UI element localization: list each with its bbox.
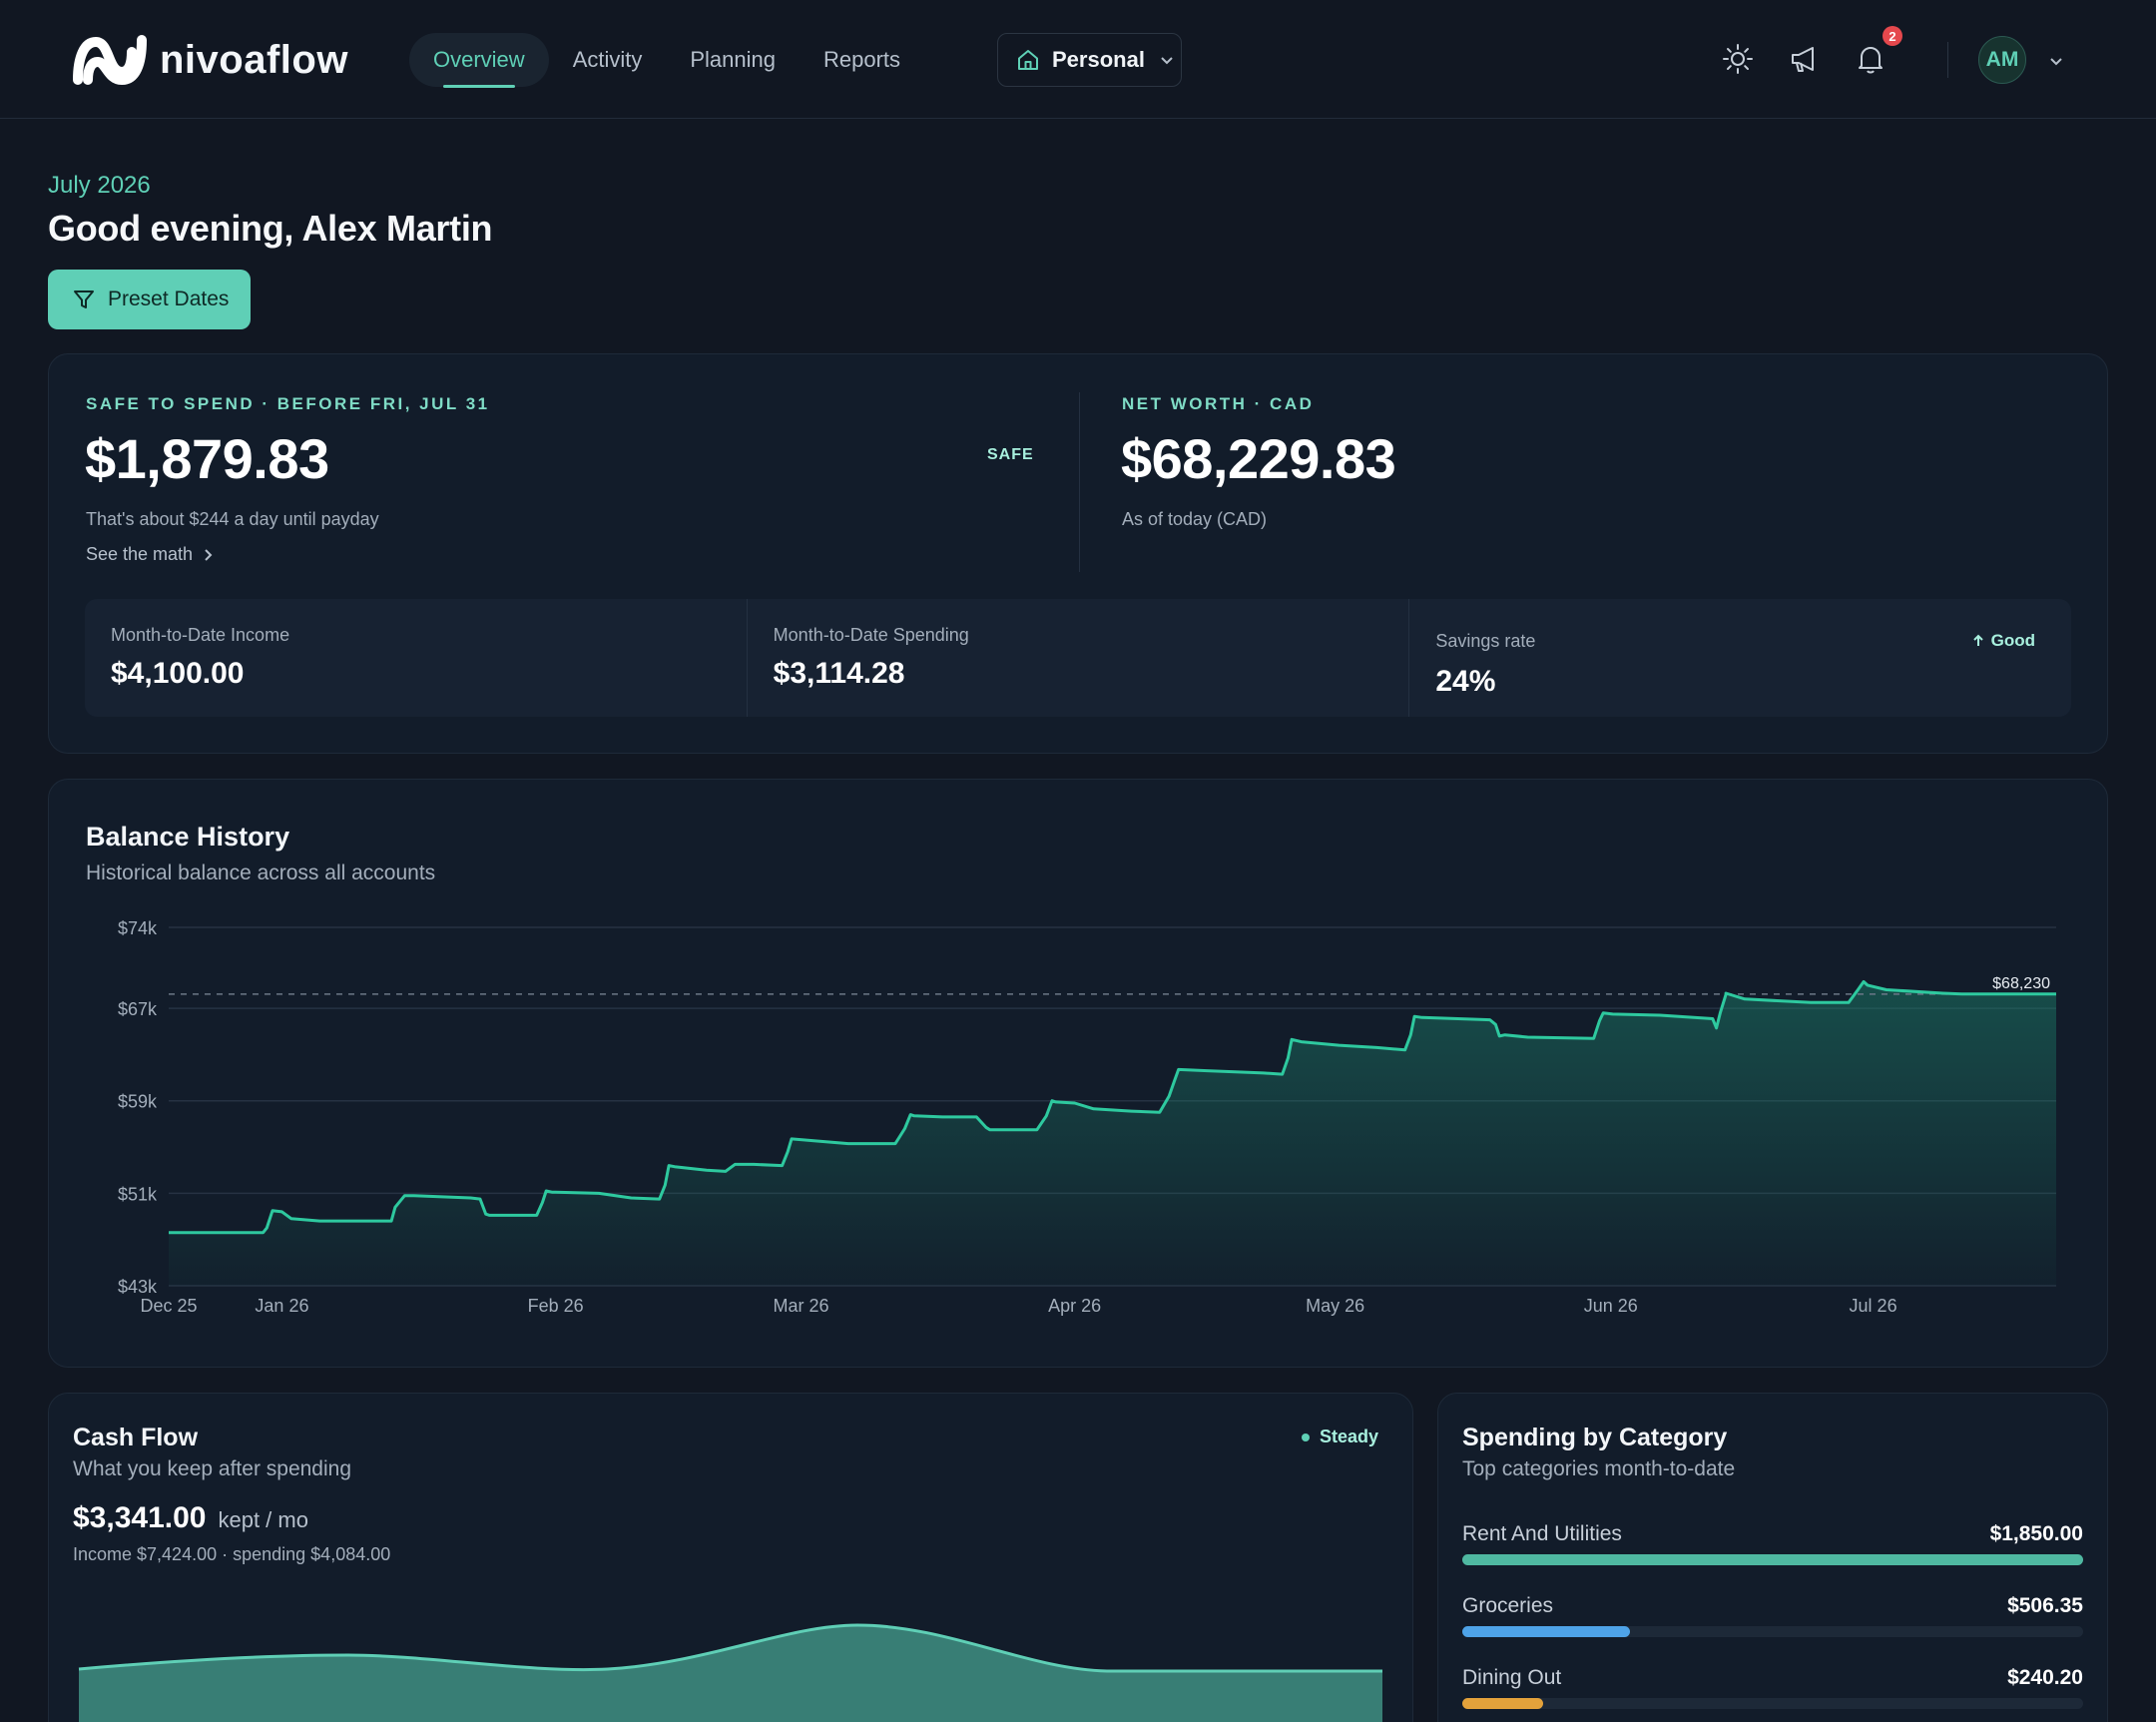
category-bar-track [1462,1554,2083,1565]
safe-to-spend-eyebrow: SAFE TO SPEND · BEFORE FRI, JUL 31 [86,394,490,413]
bell-icon[interactable] [1854,42,1887,76]
category-name: Dining Out [1462,1666,1562,1689]
category-amount: $240.20 [2007,1666,2083,1689]
x-tick-label: Mar 26 [773,1296,828,1316]
metric-income: Month-to-Date Income $4,100.00 [85,599,748,717]
x-tick-label: Jun 26 [1584,1296,1638,1316]
status-dot [1302,1433,1310,1441]
savings-good-badge: Good [1971,631,2035,651]
balance-history-title: Balance History [86,822,290,852]
chevron-down-icon [1161,57,1173,65]
app-logo[interactable]: nivoaflow [70,28,348,92]
metrics-strip: Month-to-Date Income $4,100.00 Month-to-… [85,599,2071,717]
preset-dates-label: Preset Dates [108,287,230,310]
balance-history-card: Balance History Historical balance acros… [48,779,2108,1368]
category-amount: $1,850.00 [1989,1522,2083,1545]
see-the-math-link[interactable]: See the math [86,544,215,565]
cash-flow-detail: Income $7,424.00 · spending $4,084.00 [73,1544,391,1564]
app-name: nivoaflow [160,37,348,82]
y-tick-label: $43k [118,1277,158,1297]
megaphone-icon[interactable] [1788,42,1822,76]
cash-flow-subtitle: What you keep after spending [73,1457,352,1480]
net-worth-amount: $68,229.83 [1121,427,1396,490]
workspace-label: Personal [1052,47,1145,72]
category-subtitle: Top categories month-to-date [1462,1457,1736,1480]
x-tick-label: May 26 [1306,1296,1364,1316]
kept-per-month: $3,341.00 kept / mo [73,1501,308,1535]
y-tick-label: $51k [118,1184,158,1204]
category-bar-track [1462,1698,2083,1709]
see-the-math-label: See the math [86,544,194,564]
y-tick-label: $67k [118,999,158,1019]
balance-line [169,979,2056,1235]
metric-value: $4,100.00 [111,657,245,690]
workspace-switcher[interactable]: Personal [997,33,1182,87]
category-bar-track [1462,1626,2083,1637]
metric-spending: Month-to-Date Spending $3,114.28 [748,599,1410,717]
cash-flow-title: Cash Flow [73,1424,199,1451]
metric-savings-rate: Savings rate 24% Good [1409,599,2071,717]
kept-amount: $3,341.00 [73,1501,207,1534]
kept-unit: kept / mo [218,1507,308,1532]
savings-good-label: Good [1990,631,2036,650]
safe-to-spend-amount: $1,879.83 [85,427,329,490]
x-tick-label: Jan 26 [255,1296,308,1316]
safe-to-spend-note: That's about $244 a day until payday [86,509,379,529]
home-icon [1018,50,1038,70]
category-amount: $506.35 [2007,1594,2083,1617]
nav-activity[interactable]: Activity [572,47,643,72]
category-name: Groceries [1462,1594,1554,1617]
main-nav: Overview Activity Planning Reports [409,33,924,88]
cash-flow-chart[interactable] [49,1394,1413,1722]
current-month: July 2026 [48,172,151,199]
y-tick-label: $74k [118,918,158,938]
y-tick-label: $59k [118,1092,158,1112]
arrow-up-icon [1972,634,1983,646]
nav-planning[interactable]: Planning [690,47,777,72]
category-name: Rent And Utilities [1462,1522,1622,1545]
summary-card: SAFE TO SPEND · BEFORE FRI, JUL 31 $1,87… [48,353,2108,754]
cash-flow-status-label: Steady [1320,1427,1379,1446]
net-worth-eyebrow: NET WORTH · CAD [1122,394,1315,413]
metric-value: $3,114.28 [773,657,905,690]
x-tick-label: Jul 26 [1850,1296,1897,1316]
cash-flow-card: Cash Flow What you keep after spending S… [48,1393,1413,1722]
filter-icon [74,290,94,308]
logo-mark-icon [73,35,147,86]
cash-flow-status-badge: Steady [1302,1427,1378,1447]
metric-label: Month-to-Date Income [111,625,290,645]
x-tick-label: Apr 26 [1048,1296,1101,1316]
chevron-right-icon [205,548,213,561]
category-bar-fill [1462,1554,2083,1565]
nav-overview[interactable]: Overview [409,33,549,88]
chevron-down-icon[interactable] [2047,52,2065,70]
preset-dates-button[interactable]: Preset Dates [48,270,251,329]
balance-area [169,981,2056,1286]
cash-flow-area [79,1625,1382,1722]
metric-label: Savings rate [1435,631,1536,651]
x-tick-label: Dec 25 [140,1296,197,1316]
notification-count-badge: 2 [1883,26,1902,46]
x-tick-label: Feb 26 [528,1296,584,1316]
reference-label: $68,230 [1992,975,2050,992]
metric-value: 24% [1435,665,1496,698]
metric-label: Month-to-Date Spending [773,625,969,645]
nav-reports[interactable]: Reports [823,47,901,72]
balance-history-subtitle: Historical balance across all accounts [86,861,436,884]
user-avatar[interactable]: AM [1978,36,2026,84]
sun-icon[interactable] [1721,42,1755,76]
category-bar-fill [1462,1698,1543,1709]
spending-by-category-card: Spending by Category Top categories mont… [1437,1393,2108,1722]
column-divider [1079,392,1080,572]
safe-status-badge: SAFE [987,446,1034,463]
top-navigation-bar: nivoaflow Overview Activity Planning Rep… [0,0,2156,119]
category-bar-fill [1462,1626,1630,1637]
category-title: Spending by Category [1462,1424,1728,1451]
net-worth-note: As of today (CAD) [1122,509,1268,529]
header-divider [1947,42,1948,78]
page-title: Good evening, Alex Martin [48,208,493,249]
cash-flow-line [78,1623,1382,1673]
